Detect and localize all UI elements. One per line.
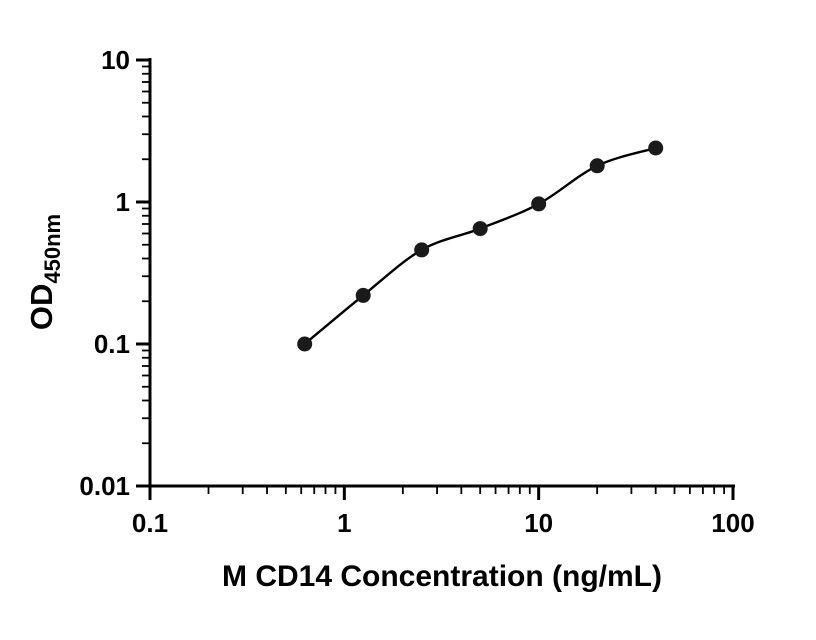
y-tick-label: 0.1 (94, 329, 130, 359)
data-point (589, 158, 605, 174)
x-tick-label: 1 (337, 508, 351, 538)
y-axis-title-main: OD (24, 284, 59, 331)
data-points (297, 140, 664, 352)
y-axis-title-subscript: 450nm (40, 214, 65, 284)
y-tick-label: 0.01 (79, 471, 130, 501)
fit-curve-line (303, 146, 657, 346)
x-tick-label: 100 (711, 508, 754, 538)
data-point (472, 221, 488, 237)
x-tick-label: 10 (524, 508, 553, 538)
y-tick-label: 1 (116, 187, 130, 217)
y-axis-title: OD450nm (24, 214, 65, 330)
y-tick-label: 10 (101, 45, 130, 75)
data-point (531, 196, 547, 212)
data-point (355, 287, 371, 303)
data-point (648, 140, 664, 156)
minor-ticks (142, 65, 726, 494)
x-tick-label: 0.1 (132, 508, 168, 538)
axes (148, 58, 735, 488)
data-point (297, 336, 313, 352)
major-ticks (136, 58, 735, 500)
data-point (414, 242, 430, 258)
x-axis-title: M CD14 Concentration (ng/mL) (222, 560, 662, 593)
